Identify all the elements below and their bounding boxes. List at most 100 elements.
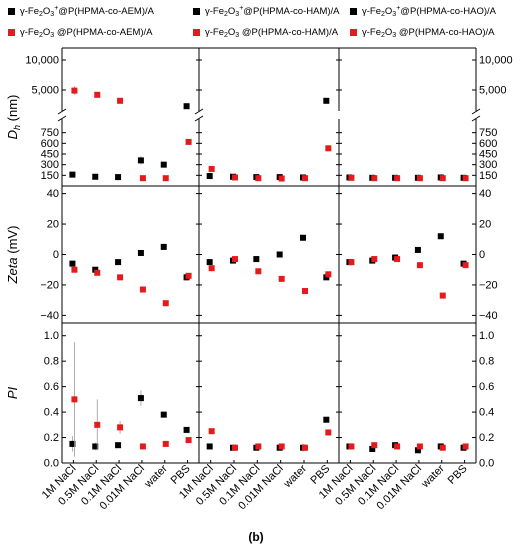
- dh-tick-label-right: 5,000: [479, 85, 507, 97]
- dh-symbol: D: [5, 130, 20, 139]
- legend-marker: [350, 29, 357, 36]
- zeta-point: [185, 272, 192, 279]
- dh-point: [208, 165, 215, 172]
- pi-point: [232, 444, 238, 451]
- dh-point: [416, 175, 423, 182]
- legend-text-part: 2: [224, 11, 228, 18]
- legend-label: γ-Fe2O3 @P(HPMA-co-AEM)/A: [20, 27, 153, 39]
- dh-point: [160, 161, 167, 168]
- axis-break-mark: [471, 115, 481, 122]
- pi-point: [302, 444, 308, 451]
- dh-tick-label-right: 600: [479, 138, 497, 150]
- legend-text-part: +: [239, 5, 243, 12]
- axis-break-mark: [57, 115, 67, 122]
- pi-tick-label-left: 0.2: [44, 432, 59, 444]
- axis-break-mark: [57, 108, 67, 115]
- legend-text-part: @P(HPMA-co-HAM)/A: [243, 6, 340, 17]
- dh-subscript: h: [12, 125, 22, 130]
- dh-point: [162, 175, 169, 182]
- pi-tick-label-right: 0.4: [479, 407, 494, 419]
- pi-point: [94, 421, 101, 428]
- legend-text-part: O: [43, 6, 50, 17]
- x-tick-label: PBS: [446, 463, 470, 487]
- zeta-point: [117, 274, 124, 281]
- legend-text-part: 3: [235, 11, 239, 18]
- legend-text-part: 3: [50, 32, 54, 39]
- data-marks: [69, 86, 469, 457]
- legend-text-part: @P(HPMA-co-HAO)/A: [396, 27, 495, 38]
- zeta-point: [255, 268, 262, 275]
- legend-marker: [350, 8, 357, 15]
- legend-text-part: @P(HPMA-co-AEM)/A: [54, 27, 153, 38]
- zeta-tick-label-left: −40: [40, 310, 59, 322]
- zeta-point: [162, 300, 169, 307]
- pi-point: [414, 447, 421, 454]
- dh-point: [94, 91, 101, 98]
- pi-point: [69, 440, 76, 447]
- dh-tick-label-left: 750: [41, 127, 59, 139]
- zeta-point: [253, 256, 260, 263]
- dh-point: [185, 138, 192, 145]
- zeta-point: [416, 262, 423, 269]
- legend-text-part: O: [385, 27, 392, 38]
- pi-point: [71, 396, 78, 403]
- legend-marker: [193, 8, 200, 15]
- legend-text-part: γ-Fe: [20, 6, 39, 17]
- dh-point: [394, 175, 401, 182]
- zeta-point: [325, 271, 332, 278]
- zeta-point: [348, 259, 355, 266]
- pi-point: [255, 443, 262, 450]
- dh-point: [69, 171, 76, 178]
- legend-text-part: O: [228, 27, 235, 38]
- legend-text-part: O: [228, 6, 235, 17]
- pi-point: [185, 437, 192, 444]
- legend-text-part: γ-Fe: [20, 27, 39, 38]
- pi-point: [208, 428, 215, 435]
- dh-tick-label-right: 450: [479, 149, 497, 161]
- pi-point: [117, 424, 124, 431]
- zeta-point: [92, 266, 99, 273]
- dh-point: [183, 103, 190, 110]
- dh-point: [71, 87, 78, 94]
- dh-unit: (nm): [5, 95, 20, 125]
- axis-labels: Dh (nm) Zeta (mV) PI: [5, 95, 22, 400]
- dh-point: [206, 173, 213, 180]
- pi-point: [162, 440, 169, 447]
- x-tick-label: water: [419, 462, 447, 490]
- x-tick-label: water: [281, 462, 309, 490]
- pi-tick-label-left: 1.0: [44, 330, 59, 342]
- y-axis-title-zeta: Zeta (mV): [5, 226, 20, 285]
- dh-tick-label-left: 150: [41, 170, 59, 182]
- dh-tick-label-right: 750: [479, 127, 497, 139]
- dh-tick-label-left: 300: [41, 159, 59, 171]
- dh-point: [325, 145, 332, 152]
- pi-tick-label-right: 0.2: [479, 432, 494, 444]
- pi-point: [439, 444, 446, 451]
- dh-point: [117, 97, 124, 104]
- legend-text-part: γ-Fe: [205, 27, 224, 38]
- zeta-symbol: Zeta: [5, 257, 20, 284]
- zeta-point: [439, 292, 446, 299]
- zeta-point: [371, 256, 378, 263]
- pi-point: [160, 411, 167, 418]
- y-axis-title-dh: Dh (nm): [5, 95, 22, 140]
- legend-text-part: @P(HPMA-co-HAM)/A: [239, 27, 339, 38]
- dh-point: [278, 175, 285, 182]
- dh-point: [371, 175, 378, 182]
- pi-point: [92, 443, 99, 450]
- pi-tick-label-right: 0.8: [479, 356, 494, 368]
- legend-text-part: γ-Fe: [362, 6, 381, 17]
- panel-frames: [57, 47, 481, 464]
- zeta-tick-label-right: −40: [479, 310, 498, 322]
- dh-tick-label-left: 5,000: [31, 85, 59, 97]
- axis-break-mark: [194, 108, 204, 115]
- pi-tick-label-left: 0.0: [44, 458, 59, 470]
- pi-point: [462, 443, 469, 450]
- legend-label: γ-Fe2O3 @P(HPMA-co-HAO)/A: [362, 27, 495, 39]
- pi-tick-label-right: 1.0: [479, 330, 494, 342]
- dh-point: [302, 175, 308, 182]
- dh-point: [439, 175, 446, 182]
- pi-tick-label-left: 0.8: [44, 356, 59, 368]
- dh-point: [115, 174, 122, 181]
- zeta-point: [137, 249, 144, 256]
